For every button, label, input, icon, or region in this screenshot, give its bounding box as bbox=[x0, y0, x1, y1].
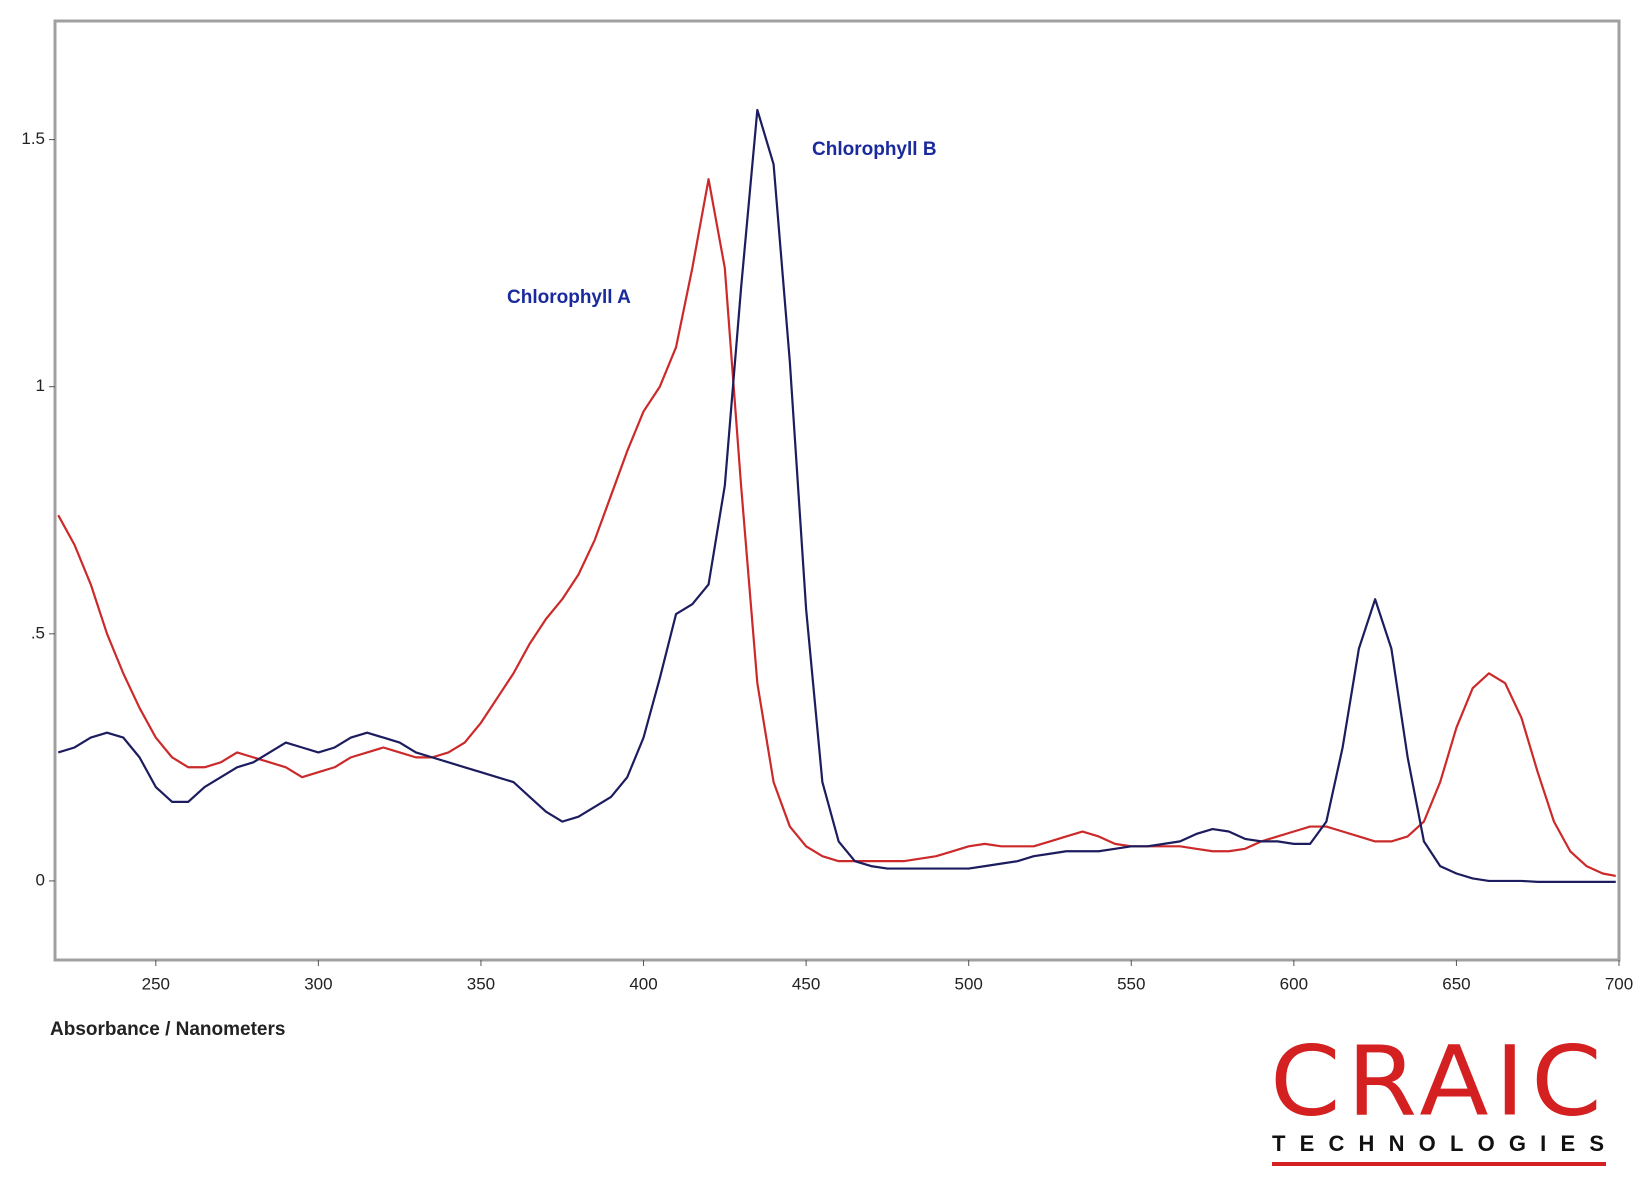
x-tick-label: 300 bbox=[304, 974, 332, 993]
x-tick-label: 600 bbox=[1280, 974, 1308, 993]
annotation: Chlorophyll B bbox=[812, 139, 937, 160]
x-tick-label: 250 bbox=[142, 974, 170, 993]
x-axis-title: Absorbance / Nanometers bbox=[50, 1019, 285, 1040]
y-tick-label: 1.5 bbox=[21, 129, 45, 148]
y-tick-label: .5 bbox=[31, 623, 45, 642]
x-tick-label: 700 bbox=[1605, 974, 1633, 993]
x-tick-label: 350 bbox=[467, 974, 495, 993]
annotation: Chlorophyll A bbox=[507, 287, 631, 308]
y-tick-label: 0 bbox=[36, 870, 45, 889]
x-tick-label: 650 bbox=[1442, 974, 1470, 993]
x-tick-label: 450 bbox=[792, 974, 820, 993]
data-line bbox=[57, 108, 1616, 884]
logo-name: CRAIC bbox=[1270, 1025, 1608, 1137]
plot-frame bbox=[53, 19, 1621, 962]
x-tick-label: 400 bbox=[629, 974, 657, 993]
logo: CRAIC TECHNOLOGIES bbox=[1270, 1025, 1608, 1166]
data-line bbox=[57, 178, 1616, 878]
y-tick-label: 1 bbox=[36, 376, 45, 395]
x-tick-label: 500 bbox=[955, 974, 983, 993]
x-tick-label: 550 bbox=[1117, 974, 1145, 993]
